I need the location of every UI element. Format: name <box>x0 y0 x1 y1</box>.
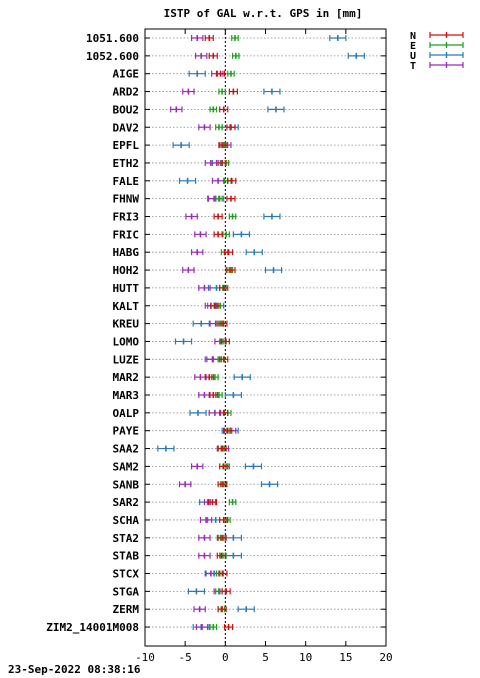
station-label: FALE <box>113 175 140 188</box>
grid-lines <box>145 37 386 628</box>
station-label: ARD2 <box>113 86 140 99</box>
station-label: AIGE <box>113 68 140 81</box>
station-label: ZERM <box>113 603 140 616</box>
x-tick-label: 15 <box>339 651 352 664</box>
station-label: 1051.600 <box>86 32 139 45</box>
station-label: OALP <box>113 407 140 420</box>
station-label: PAYE <box>113 425 140 438</box>
timestamp: 23-Sep-2022 08:38:16 <box>8 663 141 676</box>
x-tick-label: -10 <box>135 651 155 664</box>
plot-frame <box>144 28 387 647</box>
station-label: FRIC <box>113 228 140 241</box>
station-label: HABG <box>113 246 140 259</box>
chart-title: ISTP of GAL w.r.t. GPS in [mm] <box>164 7 363 20</box>
station-label: FHNW <box>113 193 140 206</box>
station-label: 1052.600 <box>86 50 139 63</box>
station-label: MAR2 <box>113 371 140 384</box>
x-tick-label: 10 <box>299 651 312 664</box>
station-label: ZIM2_14001M008 <box>46 621 139 634</box>
x-tick-label: -5 <box>179 651 192 664</box>
station-label: STGA <box>113 585 140 598</box>
station-label: STCX <box>113 568 140 581</box>
station-label: KREU <box>113 318 140 331</box>
station-label: STAB <box>113 550 140 563</box>
error-bars <box>157 35 365 631</box>
station-label: BOU2 <box>113 103 140 116</box>
station-label: SAM2 <box>113 460 140 473</box>
station-labels: 1051.600 1052.600 AIGE ARD2 BOU2 DAV2 EPFL ETH2… <box>46 32 139 634</box>
station-label: SANB <box>113 478 140 491</box>
station-label: HUTT <box>113 282 140 295</box>
legend-label: T <box>410 61 416 72</box>
station-label: DAV2 <box>113 121 140 134</box>
station-label: HOH2 <box>113 264 140 277</box>
station-label: SCHA <box>113 514 140 527</box>
station-label: LOMO <box>113 335 140 348</box>
station-label: FRI3 <box>113 211 140 224</box>
legend-label: E <box>410 41 416 52</box>
station-label: MAR3 <box>113 389 140 402</box>
x-tick-label: 0 <box>222 651 229 664</box>
legend-label: N <box>410 31 416 42</box>
station-label: KALT <box>113 300 140 313</box>
x-tick-label: 20 <box>379 651 392 664</box>
station-label: EPFL <box>113 139 140 152</box>
legend-label: U <box>410 51 416 62</box>
x-axis-ticks: -10 -5 0 5 10 15 20 <box>135 29 393 664</box>
station-label: SAR2 <box>113 496 140 509</box>
x-tick-label: 5 <box>262 651 269 664</box>
station-label: LUZE <box>113 353 140 366</box>
station-label: SAA2 <box>113 443 140 456</box>
station-label: STA2 <box>113 532 140 545</box>
station-label: ETH2 <box>113 157 140 170</box>
